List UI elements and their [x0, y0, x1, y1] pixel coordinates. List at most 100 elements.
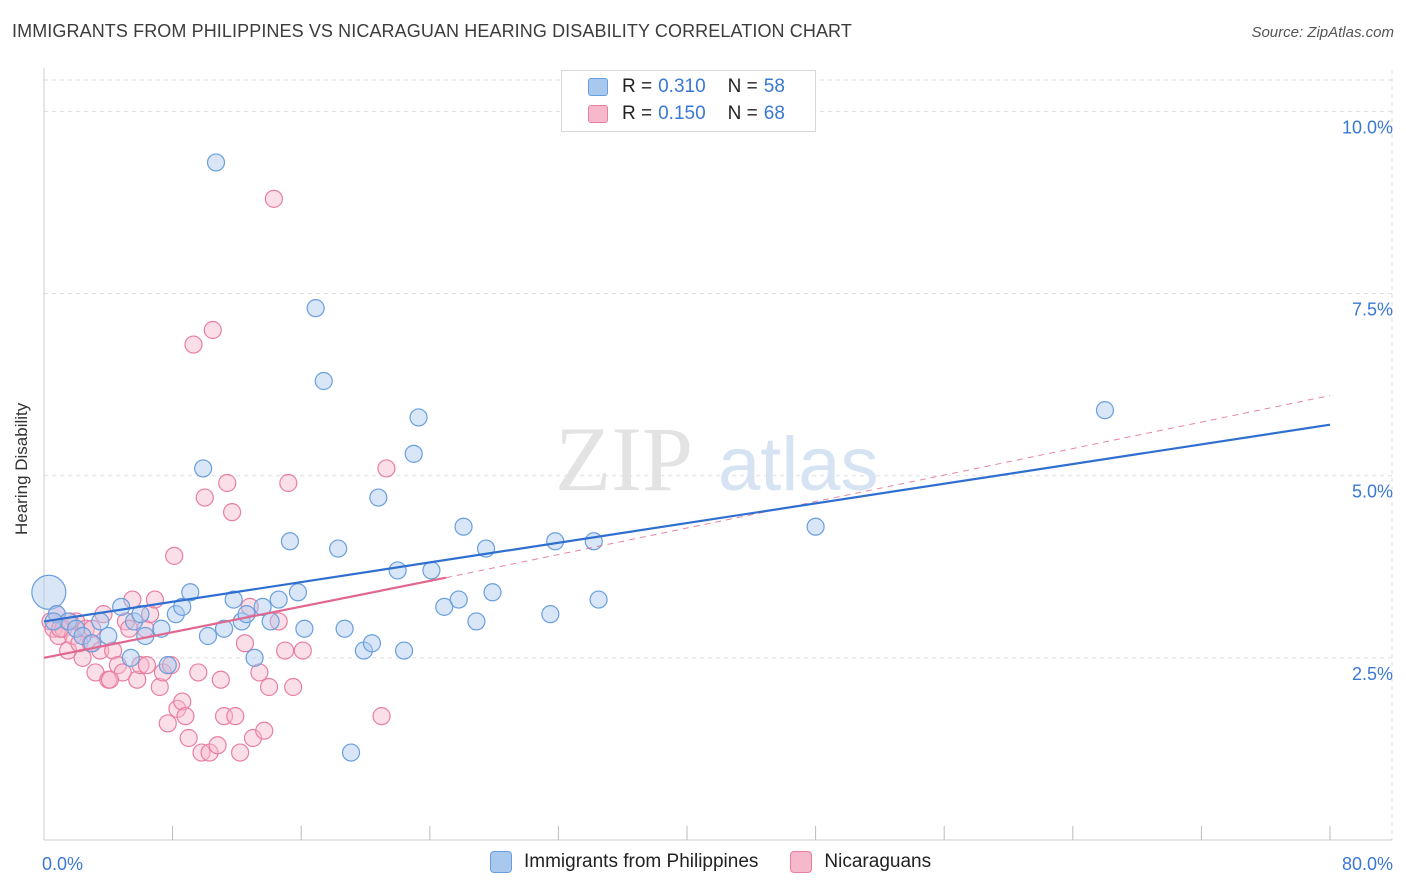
philippines-point [589, 590, 608, 609]
philippines-point [121, 648, 140, 667]
philippines-points [31, 153, 1115, 762]
philippines-point [541, 605, 560, 624]
nicaraguans-point [222, 503, 242, 522]
philippines-point [454, 517, 473, 536]
nicaraguans-point [131, 656, 150, 675]
legend-swatch-blue [588, 78, 608, 96]
nicaraguans-point [128, 670, 147, 689]
nicaraguans-point [165, 546, 184, 565]
philippines-point [237, 605, 256, 624]
nicaraguans-point [176, 707, 195, 726]
philippines-point [335, 619, 354, 638]
nicaraguans-point [173, 692, 192, 711]
nicaraguans-point [259, 677, 279, 697]
legend-item-nicaraguans[interactable]: Nicaraguans [790, 851, 931, 873]
philippines-point [483, 583, 502, 602]
nicaraguans-point [226, 707, 245, 726]
nicaraguans-point [293, 641, 312, 660]
legend-swatch-blue [490, 851, 512, 873]
philippines-point [329, 539, 348, 558]
nicaraguans-point [284, 677, 303, 697]
philippines-point [73, 626, 92, 646]
legend-n-value: 58 [763, 76, 785, 97]
philippines-point [306, 299, 325, 318]
nicaraguans-point [372, 707, 391, 726]
philippines-point [388, 561, 407, 580]
philippines-point [467, 612, 486, 631]
legend-r-value: 0.150 [658, 103, 706, 124]
legend-n-value: 68 [763, 103, 785, 124]
legend-n-label: N = [727, 103, 758, 124]
philippines-point [806, 517, 825, 536]
nicaraguans-point [150, 677, 169, 697]
nicaraguans-point [203, 320, 222, 340]
series-legend: Immigrants from Philippines Nicaraguans [490, 851, 963, 873]
philippines-point [99, 626, 118, 646]
philippines-point [181, 583, 200, 602]
nicaraguans-point [104, 641, 123, 660]
nicaraguans-point [250, 663, 269, 682]
philippines-point [341, 743, 361, 762]
nicaraguans-point [243, 728, 263, 748]
x-tick-label: 0.0% [42, 854, 83, 874]
watermark: ZIP atlas [555, 408, 879, 510]
nicaraguans-point [231, 743, 250, 762]
nicaraguans-point [264, 189, 283, 208]
legend-label: Immigrants from Philippines [524, 851, 759, 872]
grid [44, 70, 1393, 840]
nicaraguans-point [218, 473, 237, 493]
nicaraguans-point [189, 663, 208, 682]
watermark-zip: ZIP [555, 408, 693, 510]
correlation-legend: R = 0.310 N = 58 R = 0.150 N = 68 [561, 70, 816, 132]
nicaraguans-point [279, 473, 298, 493]
philippines-point [67, 619, 86, 638]
philippines-point [314, 371, 333, 391]
philippines-point [31, 574, 67, 610]
philippines-point [206, 153, 226, 172]
philippines-point [158, 656, 177, 675]
nicaraguans-point [100, 670, 120, 689]
philippines-point [245, 648, 264, 667]
philippines-point [422, 561, 441, 580]
philippines-point [404, 444, 423, 463]
y-tick-label: 7.5% [1352, 300, 1393, 320]
nicaraguans-point [377, 459, 396, 478]
nicaraguans-point [235, 634, 255, 653]
y-tick-label: 2.5% [1352, 664, 1393, 684]
philippines-point [224, 590, 243, 609]
legend-label: Nicaraguans [824, 851, 932, 872]
legend-row-philippines: R = 0.310 N = 58 [588, 74, 785, 100]
legend-row-nicaraguans: R = 0.150 N = 68 [588, 101, 785, 127]
axes [43, 68, 1392, 841]
philippines-point [124, 612, 144, 631]
chart-title: IMMIGRANTS FROM PHILIPPINES VS NICARAGUA… [12, 21, 852, 41]
legend-item-philippines[interactable]: Immigrants from Philippines [490, 851, 758, 873]
nicaraguans-point [158, 714, 177, 733]
legend-r-label: R = [622, 103, 653, 124]
tick-labels: 2.5% 5.0% 7.5% 10.0% 0.0% 80.0% [42, 117, 1393, 874]
legend-swatch-pink [588, 105, 608, 123]
philippines-point [288, 583, 308, 602]
watermark-atlas: atlas [718, 422, 879, 507]
nicaraguans-point [137, 656, 156, 675]
nicaraguans-trend-extension [445, 395, 1331, 579]
philippines-trend-line [43, 423, 1331, 623]
legend-r-label: R = [622, 76, 653, 97]
nicaraguans-point [184, 335, 203, 354]
philippines-point [369, 488, 388, 507]
philippines-point [409, 408, 428, 427]
philippines-point [166, 605, 185, 624]
philippines-point [112, 597, 131, 616]
nicaraguans-point [208, 736, 227, 755]
philippines-point [1095, 401, 1115, 420]
nicaraguans-points [41, 189, 396, 762]
philippines-point [362, 634, 382, 653]
legend-swatch-pink [790, 851, 813, 873]
philippines-point [435, 597, 454, 616]
nicaraguans-point [195, 488, 214, 507]
philippines-point [214, 619, 234, 638]
philippines-point [194, 459, 213, 478]
nicaraguans-trend-line [43, 576, 447, 659]
philippines-point [394, 641, 414, 660]
